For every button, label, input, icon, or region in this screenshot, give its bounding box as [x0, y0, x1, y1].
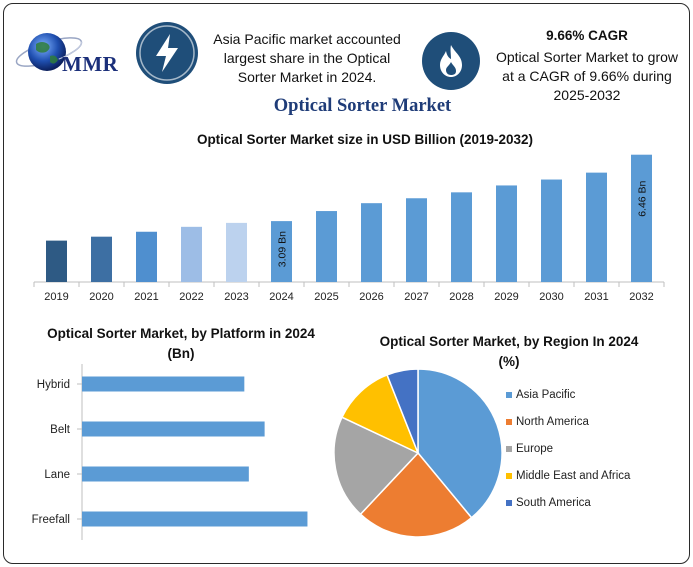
cagr-title: 9.66% CAGR [546, 28, 628, 43]
data-label-2024: 3.09 Bn [277, 231, 289, 267]
x-tick-label-2029: 2029 [494, 291, 518, 303]
x-tick-label-2032: 2032 [629, 291, 653, 303]
legend-swatch-north-america [506, 419, 512, 425]
platform-bar-chart: Hybrid Belt Lane Freefall [32, 364, 308, 540]
bar-2031 [586, 172, 607, 282]
bar-chart-title: Optical Sorter Market size in USD Billio… [196, 132, 534, 147]
x-tick-label-2024: 2024 [269, 291, 293, 303]
bar-belt [82, 421, 265, 437]
x-tick-label-2027: 2027 [404, 291, 428, 303]
x-tick-label-2020: 2020 [89, 291, 113, 303]
bar-2026 [361, 203, 382, 282]
bar-2022 [181, 226, 202, 282]
legend-label-europe: Europe [516, 443, 553, 455]
x-tick-label-2021: 2021 [134, 291, 158, 303]
pie-slice-europe [333, 416, 420, 516]
bar-2029 [496, 185, 517, 282]
market-size-bar-chart: 2019 2020 2021 2022 2023 2024 2025 2026 2027 2028… [33, 154, 665, 303]
bar-lane [82, 466, 249, 482]
globe-icon [15, 33, 83, 71]
bar-2030 [541, 179, 562, 282]
bar-2019 [46, 240, 67, 282]
bar-2025 [316, 211, 337, 282]
bar-hybrid [82, 376, 245, 392]
region-chart-title: Optical Sorter Market, by Region In 2024… [379, 334, 639, 369]
x-tick-label-2019: 2019 [44, 291, 68, 303]
flame-icon [422, 32, 480, 90]
mmr-logo [14, 22, 134, 84]
x-tick-label-2023: 2023 [224, 291, 248, 303]
legend-label-north-america: North America [516, 416, 589, 428]
x-tick-label-2026: 2026 [359, 291, 383, 303]
bar-2020 [91, 236, 112, 282]
platform-chart-title: Optical Sorter Market, by Platform in 20… [47, 326, 315, 361]
pie-slice-north-america [359, 451, 473, 538]
bar-2021 [136, 231, 157, 282]
lightning-icon [136, 22, 198, 84]
x-tick-label-2025: 2025 [314, 291, 338, 303]
bar-2028 [451, 192, 472, 282]
cagr-text: Optical Sorter Market to grow at a CAGR … [495, 49, 679, 103]
legend-swatch-middle-east-and-africa [506, 473, 512, 479]
bar-2023 [226, 222, 247, 282]
bar-2032 [631, 154, 652, 282]
region-pie-chart: Asia Pacific North America Europe Middle Ea… [333, 368, 631, 538]
legend-label-middle-east-and-africa: Middle East and Africa [516, 470, 631, 482]
x-tick-label-2028: 2028 [449, 291, 473, 303]
legend-swatch-asia-pacific [506, 392, 512, 398]
infographic-frame [3, 3, 690, 564]
x-tick-label-2022: 2022 [179, 291, 203, 303]
main-title: Optical Sorter Market [273, 96, 452, 116]
bar-freefall [82, 511, 308, 527]
bar-2027 [406, 198, 427, 282]
y-tick-label-belt: Belt [50, 424, 71, 436]
pie-slice-asia-pacific [417, 368, 503, 519]
data-label-2032: 6.46 Bn [637, 180, 649, 216]
legend-swatch-europe [506, 446, 512, 452]
y-tick-label-freefall: Freefall [32, 514, 70, 526]
legend-label-south-america: South America [516, 497, 591, 509]
x-tick-label-2031: 2031 [584, 291, 608, 303]
legend-swatch-south-america [506, 500, 512, 506]
bar-2024 [271, 221, 292, 282]
share-text: Asia Pacific market accounted largest sh… [213, 31, 401, 85]
pie-slice-middle-east-and-africa [340, 373, 420, 455]
pie-slice-south-america [386, 368, 419, 454]
y-tick-label-hybrid: Hybrid [37, 379, 70, 391]
legend-label-asia-pacific: Asia Pacific [516, 389, 576, 401]
x-tick-label-2030: 2030 [539, 291, 563, 303]
y-tick-label-lane: Lane [44, 469, 70, 481]
logo-text: MMR [62, 52, 119, 76]
